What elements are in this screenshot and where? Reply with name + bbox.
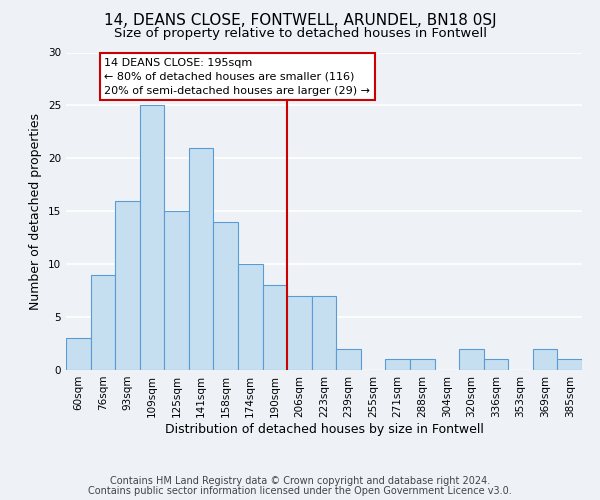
Bar bbox=[459, 349, 484, 370]
Bar bbox=[385, 360, 410, 370]
Text: Size of property relative to detached houses in Fontwell: Size of property relative to detached ho… bbox=[113, 28, 487, 40]
Bar bbox=[115, 200, 140, 370]
Text: 14 DEANS CLOSE: 195sqm
← 80% of detached houses are smaller (116)
20% of semi-de: 14 DEANS CLOSE: 195sqm ← 80% of detached… bbox=[104, 58, 370, 96]
Bar bbox=[312, 296, 336, 370]
Bar bbox=[66, 338, 91, 370]
Bar bbox=[214, 222, 238, 370]
Bar bbox=[557, 360, 582, 370]
Bar bbox=[91, 275, 115, 370]
Text: 14, DEANS CLOSE, FONTWELL, ARUNDEL, BN18 0SJ: 14, DEANS CLOSE, FONTWELL, ARUNDEL, BN18… bbox=[104, 12, 496, 28]
Y-axis label: Number of detached properties: Number of detached properties bbox=[29, 113, 43, 310]
Bar bbox=[484, 360, 508, 370]
Bar bbox=[410, 360, 434, 370]
Text: Contains HM Land Registry data © Crown copyright and database right 2024.: Contains HM Land Registry data © Crown c… bbox=[110, 476, 490, 486]
Bar bbox=[336, 349, 361, 370]
Bar bbox=[140, 106, 164, 370]
Bar bbox=[533, 349, 557, 370]
Bar bbox=[189, 148, 214, 370]
Bar bbox=[263, 286, 287, 370]
Text: Contains public sector information licensed under the Open Government Licence v3: Contains public sector information licen… bbox=[88, 486, 512, 496]
Bar bbox=[164, 211, 189, 370]
Bar bbox=[238, 264, 263, 370]
X-axis label: Distribution of detached houses by size in Fontwell: Distribution of detached houses by size … bbox=[164, 422, 484, 436]
Bar bbox=[287, 296, 312, 370]
